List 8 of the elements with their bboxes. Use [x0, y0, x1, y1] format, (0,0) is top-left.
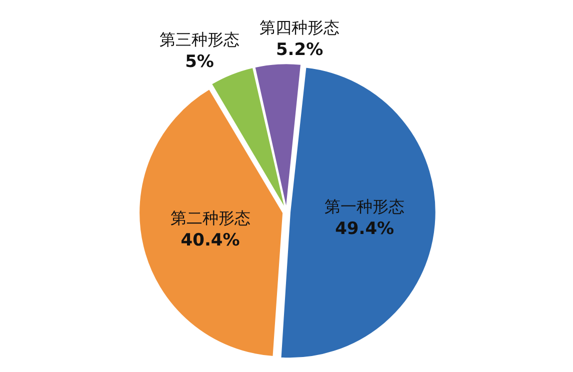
slice-label: 第一种形态: [324, 196, 405, 216]
slice-label: 第四种形态: [260, 18, 340, 37]
slice-label: 第二种形态: [170, 208, 250, 228]
data-label: 40.4%: [180, 230, 240, 251]
data-label: 5%: [185, 52, 214, 72]
slice-label: 第三种形态: [160, 30, 240, 49]
data-label: 5.2%: [276, 40, 324, 60]
data-label: 49.4%: [335, 219, 394, 240]
